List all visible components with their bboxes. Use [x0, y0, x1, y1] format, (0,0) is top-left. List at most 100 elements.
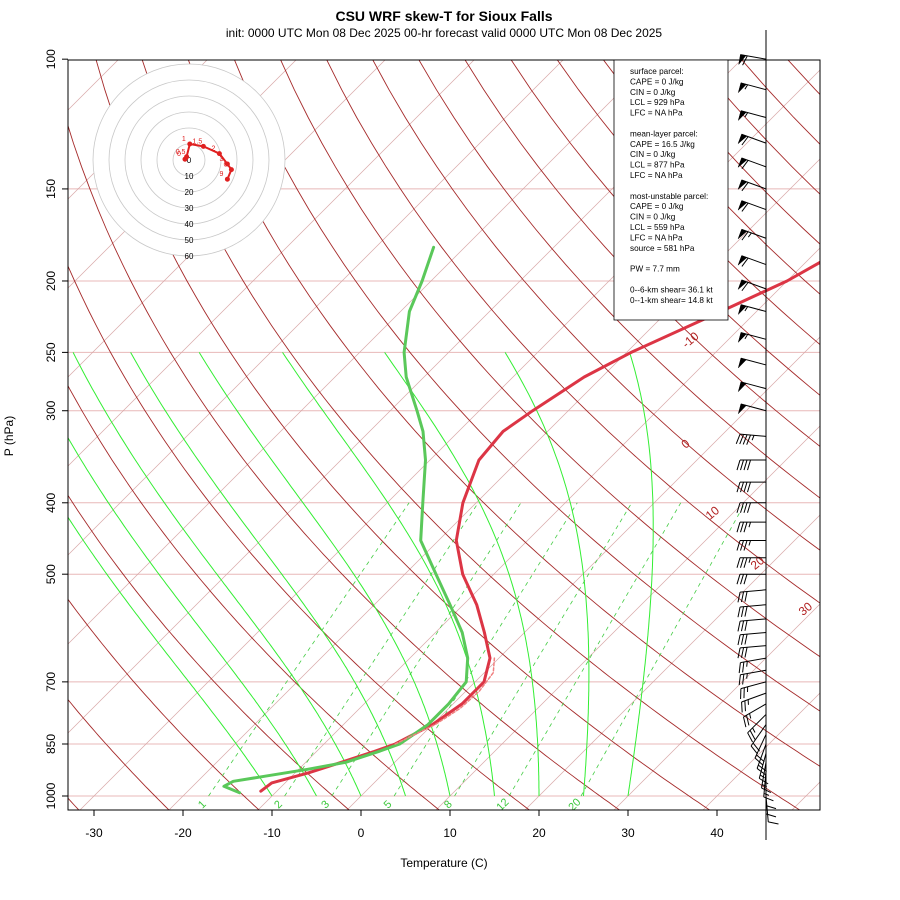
- y-tick-label: 200: [44, 271, 58, 291]
- wind-barb-half-flag: [749, 713, 752, 719]
- moist-adiabat-line: [384, 352, 540, 796]
- wind-barb-flag: [746, 434, 752, 445]
- x-tick-label: 30: [621, 826, 635, 840]
- wind-barb-shaft: [740, 645, 767, 649]
- hodograph-point-label: 0.5: [176, 149, 186, 156]
- wind-barb: [737, 133, 767, 146]
- wind-barb-flag: [741, 136, 749, 146]
- wind-barb-flag: [737, 634, 741, 646]
- mixing-ratio-label: 2: [272, 798, 285, 811]
- wind-barb-flag: [743, 557, 748, 568]
- dry-adiabat-line: [787, 60, 820, 96]
- mixing-ratio-label: 20: [566, 796, 583, 813]
- wind-barb-flag: [759, 777, 769, 785]
- wind-barb-shaft: [743, 703, 767, 718]
- dry-adiabat-label: -10: [679, 329, 702, 351]
- wind-barb-half-flag: [759, 774, 765, 779]
- moist-adiabat-line: [68, 516, 273, 797]
- isotherm-line: [68, 60, 208, 200]
- isotherm-line: [68, 60, 475, 467]
- y-tick-label: 300: [44, 400, 58, 420]
- wind-barb: [735, 433, 767, 445]
- info-line: CIN = 0 J/kg: [630, 150, 676, 159]
- mixing-ratio-label: 1: [196, 798, 209, 811]
- dry-adiabat-line: [833, 59, 900, 811]
- dry-adiabat-label: 50: [818, 774, 837, 794]
- wind-barb-flag: [736, 481, 741, 493]
- wind-barb-shaft: [758, 753, 767, 779]
- wind-barb-flag: [740, 522, 744, 533]
- wind-barb-flag: [765, 805, 777, 810]
- y-tick-label: 150: [44, 179, 58, 199]
- wind-barb-shaft: [740, 669, 767, 676]
- wind-barb-flag: [750, 745, 758, 755]
- hodograph-ring-label: 20: [185, 188, 194, 197]
- x-tick-label: 10: [443, 826, 457, 840]
- wind-barb-pennant: [737, 255, 748, 266]
- wind-barb: [737, 645, 767, 659]
- wind-barb: [737, 604, 767, 618]
- wind-barb-pennant: [737, 82, 747, 94]
- hodograph-point-label: 2: [211, 146, 215, 153]
- wind-barb-flag: [741, 202, 749, 212]
- wind-barb-shaft: [740, 618, 767, 622]
- wind-barb-flag: [743, 481, 748, 493]
- wind-barb: [736, 502, 766, 513]
- hodograph-point-label: 3: [219, 156, 223, 163]
- wind-barb-flag: [743, 459, 748, 471]
- wind-barb-flag: [742, 716, 747, 728]
- info-line: LFC = NA hPa: [630, 171, 683, 180]
- wind-barb: [737, 82, 767, 94]
- hodograph-point: [184, 154, 190, 160]
- y-tick-label: 700: [44, 672, 58, 692]
- info-line: CAPE = 16.5 J/kg: [630, 140, 695, 149]
- hodograph-ring: [92, 63, 286, 257]
- mixing-ratio-line: [454, 502, 633, 797]
- dry-adiabat-line: [741, 60, 820, 145]
- wind-barb-half-flag: [744, 306, 749, 312]
- info-line: CAPE = 0 J/kg: [630, 202, 684, 211]
- mixing-ratio-label: 3: [319, 798, 332, 811]
- wind-barb: [736, 573, 766, 585]
- wind-barb-flag: [740, 647, 745, 658]
- wind-barb-half-flag: [748, 522, 751, 528]
- x-tick-label: 0: [358, 826, 365, 840]
- wind-barb: [737, 110, 767, 122]
- wind-barb-shaft: [740, 589, 767, 593]
- wind-barb-shaft: [741, 692, 767, 703]
- wind-barb-flag: [744, 620, 748, 631]
- wind-barb-half-flag: [744, 334, 749, 340]
- info-line: 0--1-km shear= 14.8 kt: [630, 296, 713, 305]
- x-axis-label: Temperature (C): [400, 856, 487, 870]
- x-tick-label: 40: [710, 826, 724, 840]
- dry-adiabat-label: 30: [796, 599, 815, 619]
- isotherm-line: [435, 425, 820, 810]
- wind-barb-flag: [742, 661, 745, 673]
- wind-barb: [738, 54, 767, 66]
- wind-barb-shaft: [756, 743, 767, 769]
- moist-adiabat-line: [198, 352, 451, 797]
- hodograph-ring-label: 60: [185, 252, 194, 261]
- isotherm-line: [613, 603, 820, 810]
- wind-barb: [758, 753, 769, 785]
- wind-barb-flag: [738, 674, 741, 686]
- mixing-ratio-line: [331, 502, 522, 797]
- wind-barb-shaft: [747, 714, 767, 734]
- wind-barb-pennant: [738, 332, 747, 343]
- wind-barb-half-flag: [744, 112, 749, 118]
- wind-barb-flag: [744, 634, 748, 645]
- dry-adiabat-line: [556, 60, 820, 346]
- info-line: CIN = 0 J/kg: [630, 213, 676, 222]
- wind-barb: [737, 228, 767, 241]
- chart-title: CSU WRF skew-T for Sioux Falls: [335, 8, 552, 24]
- wind-barb-flag: [741, 701, 743, 713]
- wind-barb-pennant: [737, 229, 748, 239]
- wind-barb-shaft: [763, 771, 767, 797]
- wind-barb-flag: [740, 481, 744, 493]
- wind-barb: [737, 632, 767, 646]
- hodograph-point: [228, 167, 234, 173]
- wind-barb-flag: [740, 574, 744, 585]
- dry-adiabat-label: 20: [748, 553, 767, 573]
